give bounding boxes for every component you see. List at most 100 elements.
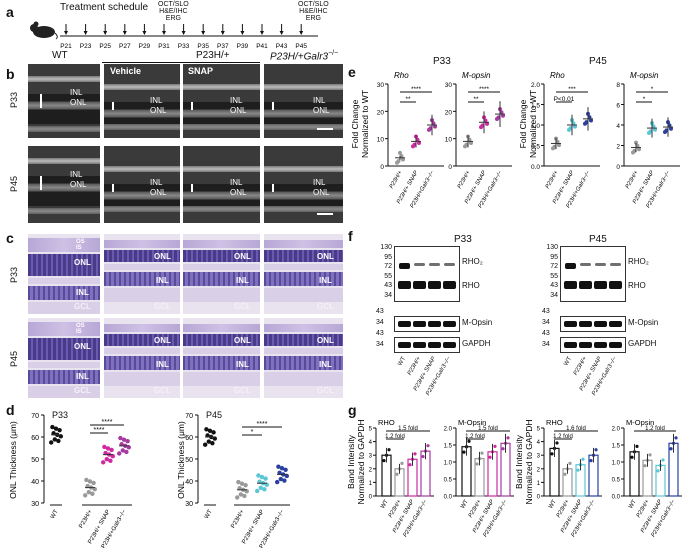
oct-rpe-band bbox=[183, 166, 260, 172]
d-point bbox=[207, 428, 213, 434]
schedule-arrowhead bbox=[83, 31, 88, 35]
oct-image-1-2: INL ONL bbox=[183, 146, 260, 223]
d-point bbox=[239, 481, 245, 486]
g-ytick-label: 1.0 bbox=[612, 461, 621, 467]
e-point bbox=[417, 141, 421, 146]
histo-gcl-label: GCL bbox=[74, 302, 91, 311]
g-ytick-label: 4 bbox=[369, 440, 373, 446]
oct-image-1-3: INL ONL bbox=[264, 146, 343, 223]
d-point bbox=[120, 448, 126, 453]
d-point bbox=[52, 437, 57, 442]
e-point bbox=[573, 124, 577, 129]
blot-mw-markers: 130 95 72 55 43 34 bbox=[536, 243, 558, 301]
histo-inl bbox=[264, 272, 343, 286]
d-point bbox=[279, 466, 285, 471]
schedule-arrowhead bbox=[220, 31, 225, 35]
mouse-icon bbox=[28, 20, 58, 40]
g-ytick-label: 5 bbox=[537, 427, 541, 433]
g-point bbox=[506, 436, 510, 440]
oct-scale-bar bbox=[317, 213, 333, 215]
blot-band-mopsin bbox=[609, 321, 622, 327]
g-point bbox=[382, 459, 386, 463]
histo-onl-label: ONL bbox=[154, 336, 171, 345]
schedule-day: P31 bbox=[158, 43, 170, 50]
e-point bbox=[637, 147, 641, 152]
histo-inl-label: INL bbox=[76, 288, 89, 297]
histo-image-1-2: ONL INL GCL bbox=[183, 318, 260, 398]
oct-onl-layer bbox=[264, 118, 343, 124]
oct-sub-vehicle: Vehicle bbox=[110, 66, 142, 76]
histo-image-1-0: OS IS ONL INL GCL bbox=[28, 318, 100, 398]
e-ytick-label: 2.0 bbox=[531, 82, 540, 89]
histo-gcl-label: GCL bbox=[154, 386, 171, 395]
oct-inl-layer bbox=[183, 102, 260, 109]
oct-image-1-1: INL ONL bbox=[104, 146, 180, 223]
e-ytick-label: 6 bbox=[616, 103, 620, 110]
oct-sub-snap: SNAP bbox=[188, 66, 214, 76]
histo-os-is bbox=[28, 238, 100, 252]
e-subtitle: M-opsin bbox=[462, 71, 491, 80]
g-fold-label: 1.2 fold bbox=[465, 434, 485, 440]
blot-rho bbox=[394, 246, 460, 302]
g-point bbox=[589, 459, 593, 463]
g-ytick-label: 2.0 bbox=[444, 427, 453, 433]
oct-row-p33: P33 bbox=[9, 91, 19, 108]
d-point bbox=[87, 479, 93, 484]
g-point bbox=[475, 462, 479, 466]
histo-opl bbox=[183, 348, 260, 354]
schedule-arrowhead bbox=[201, 31, 206, 35]
blot-band-gapdh bbox=[594, 342, 607, 348]
g-point bbox=[555, 441, 559, 445]
schedule-arrowhead bbox=[181, 31, 186, 35]
e-point bbox=[485, 121, 489, 126]
blot-mw-label: 95 bbox=[550, 253, 558, 261]
histo-is-label: IS bbox=[76, 329, 82, 335]
g-point bbox=[400, 461, 404, 465]
histo-image-0-1: ONL INL GCL bbox=[104, 234, 180, 314]
blot-band-rho bbox=[413, 281, 426, 289]
d-point bbox=[90, 491, 95, 496]
d-point bbox=[262, 487, 267, 492]
e-point bbox=[433, 124, 437, 129]
histo-row-p45: P45 bbox=[9, 350, 19, 367]
d-point bbox=[84, 477, 89, 483]
e-subtitle: M-opsin bbox=[630, 71, 659, 80]
oct-onl-label: ONL bbox=[70, 180, 87, 189]
oct-scale-bar bbox=[317, 128, 333, 130]
g-point bbox=[493, 444, 497, 448]
histo-inl bbox=[104, 272, 180, 286]
e-point bbox=[469, 141, 473, 146]
oct-image-1-0: INL ONL bbox=[28, 146, 100, 223]
oct-rpe-band bbox=[264, 84, 343, 90]
d-ytick-label: 70 bbox=[185, 413, 193, 420]
schedule-end-labels: OCT/SLO H&E/IHC ERG bbox=[298, 1, 329, 22]
panel-label-g: g bbox=[348, 402, 357, 418]
oct-inl-layer bbox=[104, 184, 180, 191]
g-ytick-label: 2 bbox=[537, 467, 541, 473]
histo-os-label: OS bbox=[76, 323, 85, 329]
oct-inl-layer bbox=[28, 94, 100, 101]
blot-band-gapdh bbox=[609, 342, 622, 348]
oct-onl-label: ONL bbox=[313, 188, 330, 197]
schedule-day: P25 bbox=[99, 43, 111, 50]
schedule-arrowhead bbox=[64, 31, 68, 35]
panel-label-e: e bbox=[348, 64, 356, 80]
blot-band-gapdh bbox=[413, 342, 426, 348]
e-ytick-label: 0 bbox=[616, 164, 620, 171]
histo-opl bbox=[104, 264, 180, 270]
oct-image-0-0: INL ONL bbox=[28, 64, 100, 138]
histo-onl bbox=[183, 250, 260, 262]
schedule-arrowhead bbox=[162, 31, 166, 35]
d-point bbox=[275, 479, 280, 485]
oct-rpe-band bbox=[28, 76, 100, 82]
histo-onl-label: ONL bbox=[234, 336, 251, 345]
blot-mw-label: 43 bbox=[542, 330, 550, 337]
histo-ipl bbox=[183, 288, 260, 302]
histo-opl bbox=[28, 362, 100, 368]
schedule-day: P45 bbox=[295, 43, 307, 50]
f-title-p33: P33 bbox=[454, 234, 472, 245]
g-xlabel: WT bbox=[380, 499, 390, 510]
histo-ipl bbox=[183, 372, 260, 386]
blot-band-mopsin bbox=[428, 321, 441, 327]
d-xlabel: P23H/+ bbox=[78, 509, 94, 530]
